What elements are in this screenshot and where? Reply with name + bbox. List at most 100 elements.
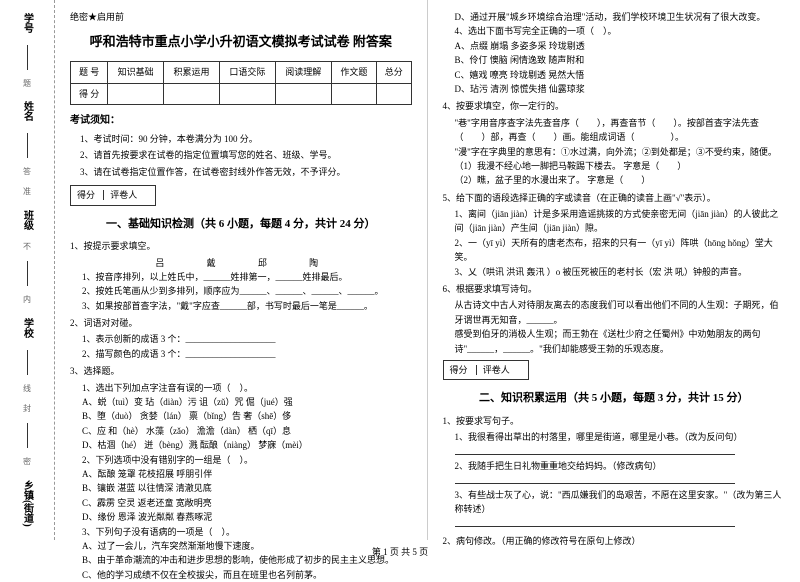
margin-line [27,350,28,375]
th: 积累运用 [164,62,220,83]
opt: A、蜕（tuì）变 玷（diàn）污 诅（zǔ）咒 倔（jué）强 [82,395,412,409]
dotted-char: 准 [22,187,33,198]
opt: A、过了一会儿，汽车突然渐渐地慢下速度。 [82,539,412,553]
rule: 2、请首先按要求在试卷的指定位置填写您的姓名、班级、学号。 [80,148,412,162]
td[interactable] [376,83,411,104]
part2-title: 二、知识积累运用（共 5 小题，每题 3 分，共计 15 分） [443,390,786,408]
q3-2: 2、下列选项中没有错别字的一组是（ ）。 [82,453,412,467]
q1: 1、按提示要求填空。 [70,239,412,253]
q21-3: 3、有些战士灰了心，说："西瓜嫌我们的岛艰苦，不愿在这里安家。"（改为第三人称转… [455,488,786,517]
grader-box: 得分 评卷人 [70,185,156,205]
q6: 6、根据要求填写诗句。 [443,282,786,296]
score-label: 得分 [450,365,477,375]
q5: 5、给下面的语段选择正确的字或读音（在正确的读音上画"√"表示）。 [443,191,786,205]
th: 口语交际 [219,62,275,83]
q3-1: 1、选出下列加点字注音有误的一项（ ）。 [82,381,412,395]
q4-1: "巷"字用音序查字法先查音序（ ），再查音节（ ）。按部首查字法先查（ ）部，再… [455,116,786,145]
td[interactable] [275,83,331,104]
grader-label: 评卷人 [483,365,518,375]
q2: 2、词语对对碰。 [70,316,412,330]
opt: A、酝酿 笼罩 花枝招展 呼朋引伴 [82,467,412,481]
opt: C、嬉戏 嘹亮 玲珑剔透 晃然大悟 [455,68,786,82]
opt: C、应 和（hè） 水藻（zǎo） 澹澹（dàn） 栖（qī）息 [82,424,412,438]
dotted-char: 封 [22,404,33,415]
margin-line [27,423,28,448]
opt: B、由于革命潮流的冲击和进步思想的影响，使他形成了初步的民主主义思想。 [82,553,412,567]
opt: B、伶仃 懊脑 闲情逸致 随声附和 [455,53,786,67]
q21: 1、按要求写句子。 [443,414,786,428]
dotted-char: 内 [22,295,33,306]
rule: 3、请在试卷指定位置作答，在试卷密封线外作答无效，不予评分。 [80,165,412,179]
margin-label: 姓名 [20,101,35,121]
opt: D、枯涸（hé） 迸（bèng）溅 酝酿（niàng） 梦寐（mèi） [82,438,412,452]
q22: 2、病句修改。（用正确的修改符号在原句上修改） [443,534,786,548]
q2-1: 1、表示创新的成语 3 个：____________________ [82,332,412,346]
th: 知识基础 [108,62,164,83]
q5-3: 3、乂（哄讯 洪讯 轰汛 ）o 被压死被压的老村长（宏 洪 吼）钟般的声音。 [455,265,786,279]
grader-label: 评卷人 [110,190,145,200]
td: 得 分 [71,83,108,104]
opt: A、点缀 崩塌 多姿多采 玲珑剔透 [455,39,786,53]
secret-mark: 绝密★启用前 [70,10,412,24]
opt: B、镶嵌 湛蓝 以往情深 清澈见底 [82,481,412,495]
q1-3: 3、如果按部首查字法，"戴"字应查______部，书写时最后一笔是______。 [82,299,412,313]
td[interactable] [219,83,275,104]
dotted-char: 线 [22,384,33,395]
right-column: D、通过开展"城乡环境综合治理"活动，我们学校环境卫生状况有了很大改变。 4、选… [428,0,800,540]
dotted-char: 题 [22,79,33,90]
margin-label: 班级 [20,210,35,230]
q4-3: （1）我漫不经心地一脚把马鞍踢下楼去。 字意是（ ） [455,159,786,173]
content-area: 绝密★启用前 呼和浩特市重点小学小升初语文模拟考试试卷 附答案 题 号 知识基础… [55,0,800,540]
opt: C、他的学习成绩不仅在全校拔尖，而且在班里也名列前茅。 [82,568,412,582]
opt: B、堕（duò） 贪婪（lán） 禀（bǐng）告 奢（shē）侈 [82,409,412,423]
q1-2: 2、按姓氏笔画从少到多排列，顺序应为______、______、______、_… [82,284,412,298]
left-column: 绝密★启用前 呼和浩特市重点小学小升初语文模拟考试试卷 附答案 题 号 知识基础… [55,0,428,540]
td[interactable] [331,83,376,104]
opt: C、霹雳 空灵 返老还童 宽敞明亮 [82,496,412,510]
q1-1: 1、按音序排列，以上姓氏中，______姓排第一，______姓排最后。 [82,270,412,284]
q21-1: 1、我很看得出草出的村落里，哪里是街道，哪里是小巷。（改为反问句） [455,430,786,444]
part1-title: 一、基础知识检测（共 6 小题，每题 4 分，共计 24 分） [70,216,412,234]
q5-2: 2、一（yī yì）天所有的唐老杰布，招来的只有一（yī yì）阵哄（hōng … [455,236,786,265]
th: 作文题 [331,62,376,83]
q2-2: 2、描写颜色的成语 3 个：____________________ [82,347,412,361]
exam-title: 呼和浩特市重点小学小升初语文模拟考试试卷 附答案 [70,32,412,53]
dotted-char: 答 [22,167,33,178]
td[interactable] [108,83,164,104]
td[interactable] [164,83,220,104]
margin-line [27,133,28,158]
th: 题 号 [71,62,108,83]
q4-2: "漫"字在字典里的意思有：①水过满，向外流；②到处都是；③不受约束，随便。 [455,145,786,159]
answer-blank[interactable] [455,474,735,484]
margin-label: 学号 [20,13,35,33]
rule: 1、考试时间：90 分钟，本卷满分为 100 分。 [80,132,412,146]
q1-chars: 吕 戴 邱 陶 [82,256,412,270]
opt: D、通过开展"城乡环境综合治理"活动，我们学校环境卫生状况有了很大改变。 [455,10,786,24]
dotted-char: 不 [22,242,33,253]
q5-1: 1、离间（jiān jiàn）计是多采用造谣挑拨的方式使亲密无间（jiān ji… [455,207,786,236]
score-table: 题 号 知识基础 积累运用 口语交际 阅读理解 作文题 总分 得 分 [70,61,412,105]
binding-margin: 学号 题 姓名 答 准 班级 不 内 学校 线 封 密 乡镇(街道) [0,0,55,540]
grader-box: 得分 评卷人 [443,360,529,380]
opt: D、缘份 恩泽 波光粼粼 春燕啄泥 [82,510,412,524]
score-label: 得分 [77,190,104,200]
margin-label: 学校 [20,318,35,338]
opt: D、玷污 清洌 惊慌失措 仙露琼浆 [455,82,786,96]
dotted-char: 密 [22,457,33,468]
q4: 4、按要求填空，你一定行的。 [443,99,786,113]
th: 阅读理解 [275,62,331,83]
q3-3: 3、下列句子没有语病的一项是（ ）。 [82,525,412,539]
q6-1: 从古诗文中古人对待朋友离去的态度我们可以看出他们不同的人生观：子期死，伯牙谓世再… [455,298,786,327]
answer-blank[interactable] [455,517,735,527]
q4-4: （2）瞧，盆子里的水漫出来了。 字意是（ ） [455,173,786,187]
th: 总分 [376,62,411,83]
q3-4: 4、选出下面书写完全正确的一项（ ）。 [455,24,786,38]
margin-line [27,45,28,70]
q21-2: 2、我随手把生日礼物重重地交给妈妈。（修改病句） [455,459,786,473]
margin-line [27,261,28,286]
answer-blank[interactable] [455,445,735,455]
margin-label: 乡镇(街道) [20,480,35,527]
q6-2: 感受到伯牙的消极人生观；而王勃在《送杜少府之任蜀州》中劝勉朋友的两句诗"____… [455,327,786,356]
notice-head: 考试须知： [70,113,412,129]
q3: 3、选择题。 [70,364,412,378]
